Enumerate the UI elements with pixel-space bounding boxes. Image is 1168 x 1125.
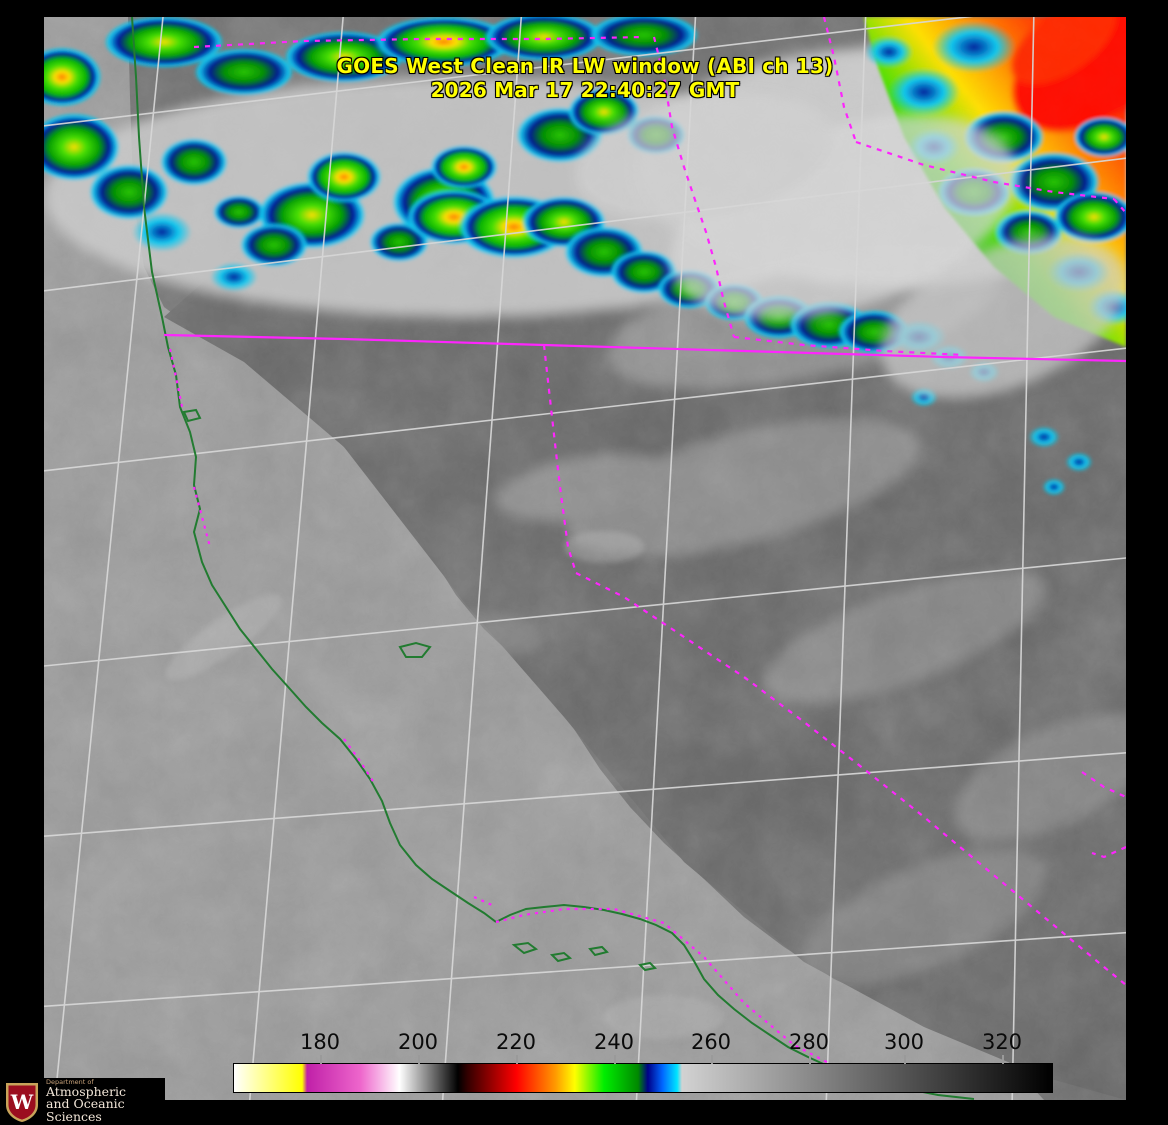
- colorbar-tick-180: 180: [299, 1030, 341, 1054]
- svg-text:W: W: [10, 1090, 34, 1114]
- colorbar-tickmark-260: [711, 1055, 713, 1064]
- colorbar-tick-320: 320: [981, 1030, 1023, 1054]
- uw-crest-icon: W: [6, 1082, 38, 1122]
- colorbar-tickmark-280: [809, 1055, 811, 1064]
- colorbar-tickmark-180: [320, 1055, 322, 1064]
- colorbar-tick-300: 300: [883, 1030, 925, 1054]
- logo-department-label: Department of: [46, 1077, 94, 1086]
- colorbar-tick-280: 280: [788, 1030, 830, 1054]
- colorbar-tickmark-240: [614, 1055, 616, 1064]
- colorbar-tickmark-220: [516, 1055, 518, 1064]
- colorbar-tick-labels: 180 200 220 240 260 280 300 320: [0, 1030, 1168, 1062]
- colorbar-tick-240: 240: [593, 1030, 635, 1054]
- temperature-colorbar: [233, 1063, 1053, 1093]
- colorbar-tickmark-300: [904, 1055, 906, 1064]
- institution-logo: W Department of Atmospheric and Oceanic …: [0, 1078, 165, 1125]
- satellite-image: [44, 17, 1126, 1100]
- colorbar-tick-220: 220: [495, 1030, 537, 1054]
- colorbar-gradient: [233, 1063, 1053, 1093]
- colorbar-tick-200: 200: [397, 1030, 439, 1054]
- logo-name-line2: and Oceanic Sciences: [46, 1096, 125, 1125]
- colorbar-tickmark-320: [1002, 1055, 1004, 1064]
- logo-name-line1: Atmospheric: [46, 1083, 127, 1099]
- colorbar-tick-260: 260: [690, 1030, 732, 1054]
- colorbar-tickmark-200: [418, 1055, 420, 1064]
